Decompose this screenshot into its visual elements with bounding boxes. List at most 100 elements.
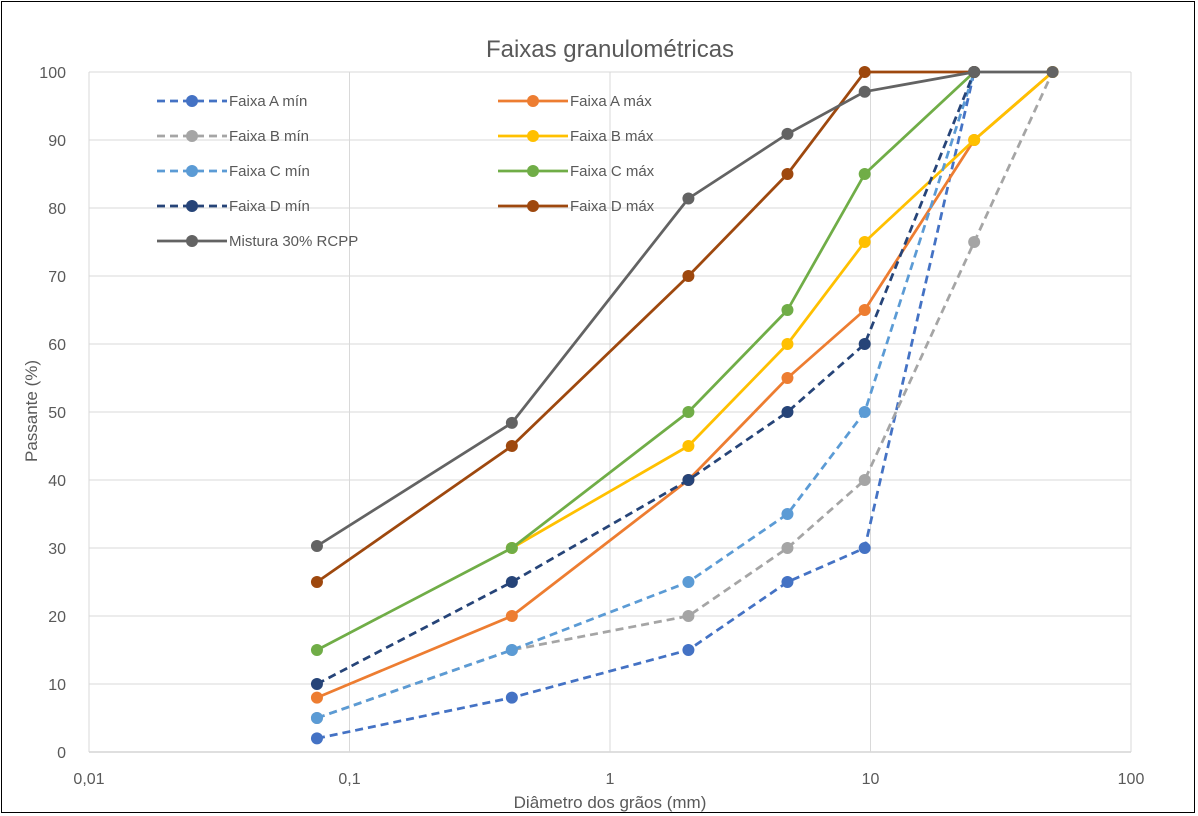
x-tick-label: 100 [1118, 771, 1145, 788]
data-point [781, 338, 794, 350]
series-4 [310, 66, 981, 724]
legend-item: Faixa B mín [157, 128, 309, 145]
data-point [682, 610, 695, 622]
data-point [968, 134, 981, 146]
series-line [316, 71, 976, 720]
data-point [682, 474, 695, 486]
x-tick-label: 0,1 [338, 771, 360, 788]
legend-label: Faixa D mín [229, 198, 310, 215]
grid-lines [88, 71, 1132, 753]
legend-label: Mistura 30% RCPP [229, 233, 358, 250]
series-line [316, 71, 976, 740]
data-point [968, 66, 981, 78]
data-point [781, 576, 794, 588]
data-point [682, 644, 695, 656]
legend-marker [186, 95, 198, 107]
data-point [781, 372, 794, 384]
y-tick-label: 90 [48, 133, 66, 150]
y-tick-label: 20 [48, 609, 66, 626]
y-tick-label: 10 [48, 677, 66, 694]
data-point [505, 542, 518, 554]
series-1 [310, 66, 1059, 704]
legend-marker [527, 200, 539, 212]
data-point [858, 168, 871, 180]
legend-label: Faixa A máx [570, 93, 652, 110]
legend-label: Faixa B máx [570, 128, 654, 145]
y-axis-title: Passante (%) [22, 360, 41, 462]
y-tick-label: 80 [48, 201, 66, 218]
x-tick-label: 1 [606, 771, 615, 788]
legend-marker [186, 165, 198, 177]
data-point [781, 168, 794, 180]
series-5 [310, 66, 981, 656]
y-tick-label: 0 [57, 745, 66, 762]
x-tick-label: 0,01 [73, 771, 104, 788]
data-point [781, 542, 794, 554]
data-point [310, 539, 323, 552]
data-point [505, 440, 518, 452]
series-8 [310, 66, 1059, 552]
x-axis-ticks: 0,01 0,1 1 10 100 [73, 771, 1144, 788]
data-point [682, 192, 695, 205]
chart-title: Faixas granulométricas [486, 36, 734, 63]
y-tick-label: 100 [39, 65, 66, 82]
legend-marker [186, 130, 198, 142]
data-point [682, 576, 695, 588]
data-point [858, 236, 871, 248]
data-point [310, 691, 323, 704]
data-point [781, 406, 794, 418]
series-layer [310, 66, 1059, 745]
data-point [310, 576, 323, 588]
data-point [310, 732, 323, 745]
legend-item: Faixa C máx [498, 163, 655, 180]
series-line [511, 70, 1054, 550]
legend-marker [527, 95, 539, 107]
legend-item: Faixa B máx [498, 128, 654, 145]
data-point [858, 304, 871, 316]
legend-item: Faixa A mín [157, 93, 307, 110]
series-line [316, 71, 976, 686]
data-point [505, 576, 518, 588]
data-point [1046, 66, 1059, 78]
data-point [781, 127, 794, 140]
data-point [968, 236, 981, 248]
data-point [858, 542, 871, 554]
legend-item: Mistura 30% RCPP [157, 233, 358, 250]
y-axis-ticks: 0 10 20 30 40 50 60 70 80 90 100 [39, 65, 66, 762]
legend-item: Faixa A máx [498, 93, 652, 110]
series-line [316, 70, 975, 584]
data-point [858, 85, 871, 98]
data-point [781, 508, 794, 520]
data-point [858, 66, 871, 78]
y-tick-label: 40 [48, 473, 66, 490]
data-point [858, 338, 871, 350]
data-point [781, 304, 794, 316]
legend: Faixa A mín Faixa A máx Faixa B mín Faixa B… [157, 93, 655, 250]
data-point [858, 474, 871, 486]
legend-item: Faixa C mín [157, 163, 310, 180]
x-tick-label: 10 [862, 771, 880, 788]
y-tick-label: 30 [48, 541, 66, 558]
data-point [505, 610, 518, 622]
y-tick-label: 50 [48, 405, 66, 422]
data-point [682, 406, 695, 418]
legend-marker [186, 200, 198, 212]
legend-item: Faixa D mín [157, 198, 310, 215]
series-line [316, 70, 1054, 699]
legend-item: Faixa D máx [498, 198, 655, 215]
data-point [310, 712, 323, 724]
series-line [316, 70, 976, 652]
data-point [505, 644, 518, 656]
y-tick-label: 70 [48, 269, 66, 286]
data-point [505, 416, 518, 429]
legend-label: Faixa C máx [570, 163, 655, 180]
legend-marker [527, 165, 539, 177]
data-point [310, 644, 323, 656]
data-point [682, 270, 695, 282]
data-point [310, 678, 323, 690]
data-point [505, 691, 518, 704]
x-axis-title: Diâmetro dos grãos (mm) [514, 793, 707, 812]
legend-label: Faixa A mín [229, 93, 307, 110]
legend-label: Faixa B mín [229, 128, 309, 145]
